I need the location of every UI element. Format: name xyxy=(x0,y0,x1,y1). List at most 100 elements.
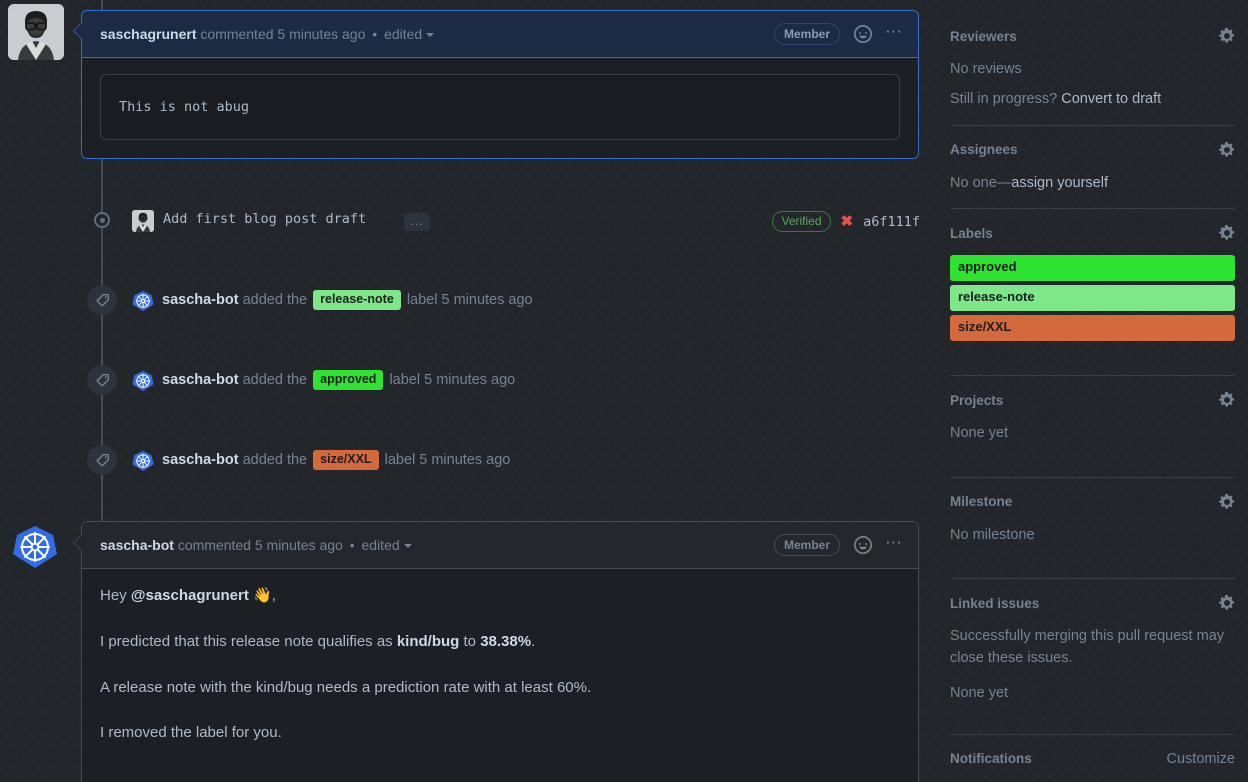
x-failure-icon[interactable]: ✖ xyxy=(840,213,854,231)
label-event-row: sascha-bot added the release-note label … xyxy=(0,285,940,317)
author-association-badge: Member xyxy=(773,22,840,46)
prediction-paragraph: I predicted that this release note quali… xyxy=(100,631,900,653)
gear-icon[interactable] xyxy=(1219,595,1235,611)
gear-icon[interactable] xyxy=(1219,141,1235,158)
comment-saschagrunert: saschagrunert commented 5 minutes ago • … xyxy=(81,10,919,159)
kebab-menu-icon[interactable]: ⋯ xyxy=(885,21,903,41)
commit-sha[interactable]: a6f111f xyxy=(863,213,920,230)
sidebar-section-linked-issues: Linked issues Successfully merging this … xyxy=(950,595,1235,718)
sidebar-divider xyxy=(950,208,1235,210)
smiley-icon[interactable] xyxy=(852,534,874,556)
sidebar-section-header: Projects xyxy=(950,392,1235,408)
greeting-paragraph: Hey @saschagrunert 👋, xyxy=(100,585,900,607)
sidebar-title-linked-issues: Linked issues xyxy=(950,595,1040,611)
user-mention[interactable]: @saschagrunert xyxy=(130,587,249,604)
comment-meta: saschagrunert commented 5 minutes ago • … xyxy=(100,26,774,42)
label-event-row: sascha-bot added the approved label 5 mi… xyxy=(0,365,940,397)
sidebar-body-linked-issues: Successfully merging this pull request m… xyxy=(950,625,1235,704)
comment-meta: sascha-bot commented 5 minutes ago • edi… xyxy=(100,537,774,553)
tag-icon xyxy=(87,445,117,475)
tag-icon xyxy=(87,285,117,315)
label-event-actor[interactable]: sascha-bot xyxy=(162,292,239,308)
threshold-paragraph: A release note with the kind/bug needs a… xyxy=(100,678,592,696)
sidebar-label-size-xxl[interactable]: size/XXL xyxy=(950,315,1235,342)
sidebar-divider xyxy=(950,375,1235,377)
label-event-time[interactable]: 5 minutes ago xyxy=(424,372,516,388)
convert-to-draft-row: Still in progress? Convert to draft xyxy=(950,88,1235,110)
comment-meta-separator: • xyxy=(372,26,378,42)
bot-avatar[interactable] xyxy=(132,450,154,472)
sidebar-title-notifications: Notifications xyxy=(950,751,1032,767)
bot-avatar[interactable] xyxy=(132,370,154,392)
customize-notifications-link[interactable]: Customize xyxy=(1166,751,1236,768)
label-event-verb: added the xyxy=(242,452,308,468)
milestone-empty-state: No milestone xyxy=(950,526,1035,543)
sidebar-section-assignees: Assignees No one—assign yourself xyxy=(950,141,1235,208)
comment-meta-separator: • xyxy=(349,537,355,553)
sidebar-body-reviewers: No reviews Still in progress? Convert to… xyxy=(950,58,1235,111)
commit-author-avatar[interactable] xyxy=(132,210,154,232)
timeline-rail-top xyxy=(101,0,103,14)
comment-time[interactable]: 5 minutes ago xyxy=(277,26,366,42)
sidebar-label-approved[interactable]: approved xyxy=(950,255,1235,282)
sidebar-section-header: Milestone xyxy=(950,493,1235,510)
greeting-prefix: Hey xyxy=(100,587,131,604)
sidebar-label-release-note[interactable]: release-note xyxy=(950,285,1235,312)
comment-body: Hey @saschagrunert 👋, I predicted that t… xyxy=(82,569,918,762)
sidebar-section-projects: Projects None yet xyxy=(950,392,1235,458)
prediction-text-a: I predicted that this release note quali… xyxy=(100,632,397,650)
comment-author[interactable]: saschagrunert xyxy=(100,26,197,42)
sidebar-section-milestone: Milestone No milestone xyxy=(950,493,1235,560)
gear-icon[interactable] xyxy=(1219,225,1235,241)
notifications-header: Notifications Customize xyxy=(950,751,1235,767)
label-event-time[interactable]: 5 minutes ago xyxy=(419,452,511,468)
label-event-text: sascha-bot added the approved label 5 mi… xyxy=(162,369,515,391)
label-event-row: sascha-bot added the size/XXL label 5 mi… xyxy=(0,445,940,477)
label-chip[interactable]: approved xyxy=(313,369,384,391)
commit-event-row: Add first blog post draft … Verified ✖ a… xyxy=(0,203,940,237)
linked-issues-empty-state: None yet xyxy=(950,684,1009,701)
reviewers-empty-state: No reviews xyxy=(950,61,1022,77)
gear-icon[interactable] xyxy=(1219,28,1235,44)
label-event-text: sascha-bot added the release-note label … xyxy=(162,289,533,311)
label-event-text: sascha-bot added the size/XXL label 5 mi… xyxy=(162,449,510,471)
assign-yourself-link[interactable]: assign yourself xyxy=(1011,174,1108,191)
commit-message[interactable]: Add first blog post draft xyxy=(163,211,367,227)
removal-paragraph: I removed the label for you. xyxy=(100,724,282,742)
sidebar-title-projects: Projects xyxy=(950,392,1004,408)
chevron-down-icon[interactable] xyxy=(403,544,412,549)
label-event-verb-post: label xyxy=(406,292,438,308)
label-event-time[interactable]: 5 minutes ago xyxy=(441,292,533,308)
comment-time[interactable]: 5 minutes ago xyxy=(254,537,343,553)
gear-icon[interactable] xyxy=(1219,493,1235,510)
comment-edited-label[interactable]: edited xyxy=(361,537,400,553)
bot-avatar[interactable] xyxy=(12,524,58,570)
greeting-suffix: , xyxy=(271,587,276,604)
bot-avatar[interactable] xyxy=(132,290,154,312)
label-chip[interactable]: release-note xyxy=(313,289,401,311)
smiley-icon[interactable] xyxy=(852,23,874,45)
label-event-actor[interactable]: sascha-bot xyxy=(162,372,239,388)
assignees-empty-text: No one— xyxy=(950,174,1012,191)
prediction-text-c: to xyxy=(459,632,481,650)
kebab-menu-icon[interactable]: ⋯ xyxy=(885,532,903,552)
comment-pointer-inner xyxy=(74,534,83,552)
linked-issues-description: Successfully merging this pull request m… xyxy=(950,628,1225,667)
label-chip[interactable]: size/XXL xyxy=(313,449,379,471)
comment-action: commented xyxy=(177,537,251,553)
commit-expand-button[interactable]: … xyxy=(404,213,430,231)
sidebar-section-notifications: Notifications Customize xyxy=(950,751,1235,781)
sidebar-section-header: Reviewers xyxy=(950,28,1235,44)
gear-icon[interactable] xyxy=(1219,392,1235,408)
label-event-actor[interactable]: sascha-bot xyxy=(162,452,239,468)
comment-edited-label[interactable]: edited xyxy=(384,26,423,42)
draft-prompt-text: Still in progress? xyxy=(950,91,1062,108)
verified-badge[interactable]: Verified xyxy=(772,211,831,233)
convert-to-draft-link[interactable]: Convert to draft xyxy=(1061,91,1162,108)
sidebar-divider xyxy=(950,578,1235,580)
comment-author[interactable]: sascha-bot xyxy=(100,537,174,553)
prediction-label: kind/bug xyxy=(396,632,460,650)
avatar[interactable] xyxy=(8,4,64,60)
chevron-down-icon[interactable] xyxy=(426,33,435,38)
